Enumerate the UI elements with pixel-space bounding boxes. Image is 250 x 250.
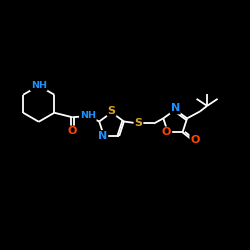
Text: O: O [190, 135, 200, 145]
Text: NH: NH [80, 112, 96, 120]
Text: O: O [68, 126, 77, 136]
Text: N: N [98, 131, 107, 141]
Text: N: N [170, 104, 180, 114]
Text: NH: NH [31, 81, 47, 90]
Text: S: S [134, 118, 142, 128]
Text: S: S [108, 106, 116, 116]
Text: O: O [162, 127, 171, 137]
